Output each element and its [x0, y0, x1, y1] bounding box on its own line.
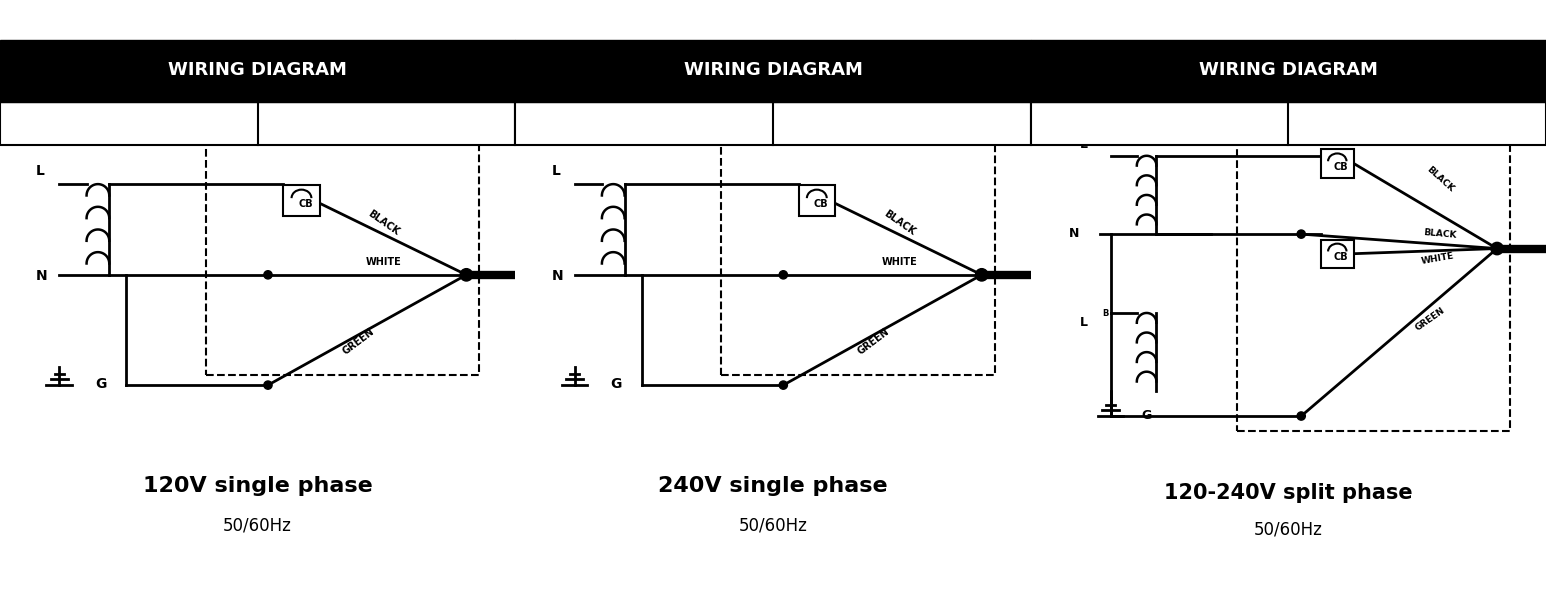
Text: L: L: [1079, 137, 1088, 151]
Text: 50/60Hz: 50/60Hz: [1254, 521, 1323, 538]
Bar: [1320, 240, 1354, 268]
Text: BLACK: BLACK: [1425, 165, 1456, 194]
Bar: [0, 102, 515, 145]
Bar: [515, 40, 1031, 102]
Text: WHITE: WHITE: [366, 257, 402, 267]
Text: UTILITY: UTILITY: [617, 117, 671, 130]
Bar: [283, 185, 320, 216]
Bar: [722, 143, 994, 375]
Text: CB: CB: [1334, 162, 1348, 172]
Text: BLACK: BLACK: [881, 208, 917, 237]
Text: CB: CB: [1334, 252, 1348, 262]
Text: UTILITY: UTILITY: [102, 117, 156, 130]
Bar: [1031, 40, 1546, 102]
Text: L: L: [36, 164, 45, 178]
Text: GREEN: GREEN: [856, 326, 890, 356]
Text: BLACK: BLACK: [366, 208, 402, 237]
Circle shape: [779, 271, 787, 279]
Text: CB: CB: [813, 199, 829, 209]
Text: N: N: [1070, 227, 1079, 240]
Text: G: G: [611, 377, 621, 391]
Bar: [1031, 102, 1546, 145]
Text: GREEN: GREEN: [340, 326, 376, 356]
Text: A: A: [1102, 130, 1108, 139]
Circle shape: [461, 268, 473, 281]
Circle shape: [779, 381, 787, 389]
Circle shape: [1297, 230, 1305, 238]
Text: B: B: [1102, 309, 1108, 318]
Text: G: G: [96, 377, 107, 391]
Bar: [0, 40, 515, 102]
Text: GREEN: GREEN: [1413, 306, 1447, 333]
Circle shape: [1490, 242, 1503, 255]
Bar: [1237, 138, 1510, 431]
Text: BLACK: BLACK: [1424, 228, 1458, 240]
Text: WIRING DIAGRAM: WIRING DIAGRAM: [169, 61, 348, 79]
Text: WIRING DIAGRAM: WIRING DIAGRAM: [1198, 61, 1377, 79]
Text: L: L: [1079, 316, 1088, 329]
Text: N: N: [36, 269, 48, 283]
Text: PANEL: PANEL: [365, 117, 408, 130]
Text: WHITE: WHITE: [1421, 251, 1455, 266]
Bar: [206, 143, 479, 375]
Text: WIRING DIAGRAM: WIRING DIAGRAM: [683, 61, 863, 79]
Text: L: L: [552, 164, 560, 178]
Circle shape: [1297, 412, 1305, 420]
Text: WHITE: WHITE: [881, 257, 917, 267]
Text: PANEL: PANEL: [880, 117, 925, 130]
Bar: [515, 102, 1031, 145]
Text: PANEL: PANEL: [1394, 117, 1439, 130]
Text: UTILITY: UTILITY: [1133, 117, 1186, 130]
Text: N: N: [552, 269, 563, 283]
Bar: [1320, 149, 1354, 178]
Text: 240V single phase: 240V single phase: [659, 475, 887, 496]
Text: CB: CB: [298, 199, 314, 209]
Text: 120V single phase: 120V single phase: [142, 475, 373, 496]
Bar: [799, 185, 835, 216]
Text: 120-240V split phase: 120-240V split phase: [1164, 483, 1413, 503]
Circle shape: [976, 268, 988, 281]
Text: G: G: [1141, 409, 1152, 422]
Text: 50/60Hz: 50/60Hz: [223, 516, 292, 534]
Circle shape: [264, 271, 272, 279]
Text: 50/60Hz: 50/60Hz: [739, 516, 807, 534]
Circle shape: [264, 381, 272, 389]
